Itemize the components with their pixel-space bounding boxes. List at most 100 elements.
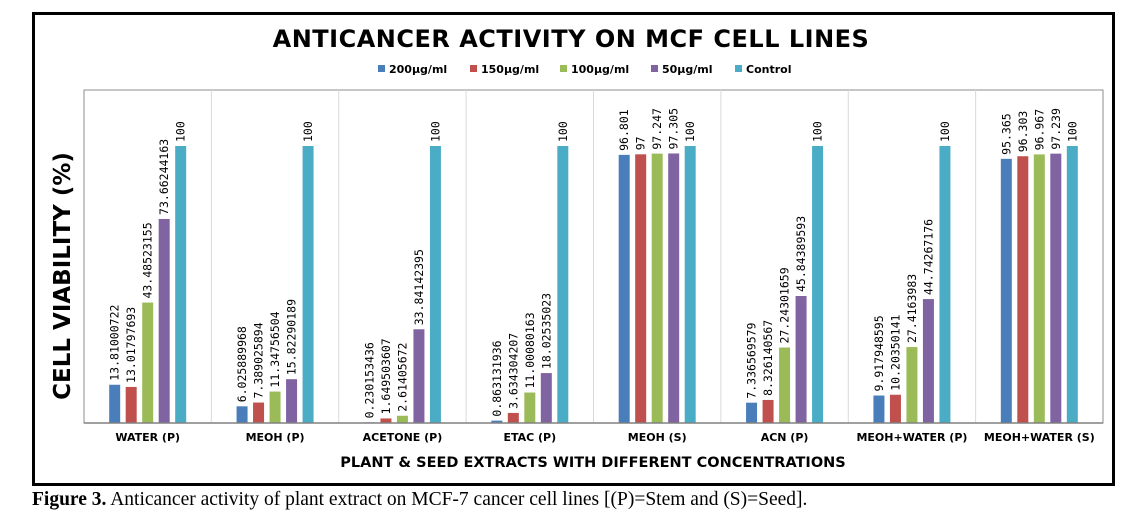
data-label: 33.84142395 <box>412 249 426 325</box>
bar <box>618 154 630 423</box>
bar <box>540 373 552 423</box>
data-label: 73.66244163 <box>157 139 171 215</box>
bar <box>396 415 408 423</box>
data-label: 100 <box>1065 121 1079 142</box>
legend-swatch <box>651 65 658 72</box>
data-label: 45.84389593 <box>794 216 808 292</box>
data-label: 100 <box>556 121 570 142</box>
bar <box>557 146 569 423</box>
y-axis-title: CELL VIABILITY (%) <box>50 152 76 400</box>
data-label: 6.025889968 <box>235 326 249 402</box>
data-label: 11.34756504 <box>268 311 282 387</box>
data-label: 27.24301659 <box>778 267 792 343</box>
legend-item: 100µg/ml <box>560 63 629 76</box>
data-label: 100 <box>174 121 188 142</box>
bar <box>109 384 121 423</box>
bar <box>795 296 807 423</box>
legend-label: Control <box>746 63 791 76</box>
bar <box>236 406 248 423</box>
data-label: 3.634304207 <box>506 333 520 409</box>
legend-swatch <box>560 65 567 72</box>
data-label: 96.801 <box>617 109 631 151</box>
bar <box>253 402 265 423</box>
bar <box>1000 158 1012 424</box>
data-label: 13.81000722 <box>108 305 122 381</box>
bar <box>684 146 696 423</box>
data-label: 1.649503607 <box>379 338 393 414</box>
legend-item: 200µg/ml <box>378 63 447 76</box>
data-label: 18.02535023 <box>539 293 553 369</box>
x-tick-label: ACN (P) <box>761 431 809 444</box>
bar <box>491 420 503 423</box>
bar <box>125 386 137 423</box>
x-tick-label: WATER (P) <box>115 431 180 444</box>
bar <box>651 153 663 424</box>
bar <box>889 394 901 423</box>
legend-swatch <box>470 65 477 72</box>
figure-caption-text: Anticancer activity of plant extract on … <box>106 489 808 510</box>
data-label: 0.863131936 <box>490 340 504 416</box>
bar <box>507 412 519 423</box>
x-tick-label: MEOH+WATER (S) <box>984 431 1095 444</box>
legend-swatch <box>735 65 742 72</box>
legend-label: 100µg/ml <box>571 63 629 76</box>
bar <box>668 153 680 423</box>
bar <box>380 418 392 423</box>
x-axis-title: PLANT & SEED EXTRACTS WITH DIFFERENT CON… <box>340 455 845 471</box>
data-label: 7.389025894 <box>252 322 266 398</box>
bar <box>873 395 885 423</box>
figure-caption: Figure 3. Anticancer activity of plant e… <box>32 489 807 511</box>
bar <box>922 299 934 423</box>
x-tick-label: MEOH+WATER (P) <box>856 431 967 444</box>
data-label: 2.61405672 <box>395 343 409 412</box>
data-labels-group: 13.81000722 13.0179769343.4852315573.6624… <box>108 108 1080 418</box>
bar <box>1033 154 1045 423</box>
legend-item: 150µg/ml <box>470 63 539 76</box>
data-label: 100 <box>301 121 315 142</box>
data-label: 100 <box>428 121 442 142</box>
bar <box>1066 146 1078 423</box>
chart-legend: 200µg/ml 150µg/ml 100µg/ml 50µg/ml Control <box>378 63 791 76</box>
bar <box>635 154 647 423</box>
legend-item: 50µg/ml <box>651 63 713 76</box>
bar <box>524 392 536 423</box>
x-tick-label: MEOH (P) <box>246 431 305 444</box>
data-label: 97.247 <box>650 108 664 150</box>
data-label: 97 <box>634 136 648 150</box>
data-label: 13.01797693 <box>124 307 138 383</box>
bar <box>269 391 281 423</box>
figure-caption-label: Figure 3. <box>32 489 107 510</box>
data-label: 100 <box>811 121 825 142</box>
data-label: 15.82290189 <box>285 299 299 375</box>
x-tick-label: ETAC (P) <box>503 431 556 444</box>
legend-item: Control <box>735 63 791 76</box>
data-label: 97.239 <box>1049 108 1063 150</box>
legend-label: 50µg/ml <box>662 63 713 76</box>
bar <box>286 379 298 423</box>
chart-title: ANTICANCER ACTIVITY ON MCF CELL LINES <box>273 25 870 53</box>
data-label: 8.326140567 <box>761 320 775 396</box>
x-tick-label: MEOH (S) <box>628 431 687 444</box>
bar <box>175 146 187 423</box>
data-label: 100 <box>683 121 697 142</box>
data-label: 97.305 <box>667 108 681 150</box>
bars-group <box>109 146 1078 424</box>
bar <box>429 146 441 423</box>
data-label: 9.917948595 <box>872 315 886 391</box>
bar <box>939 146 951 423</box>
data-label: 100 <box>938 121 952 142</box>
bar <box>142 302 154 423</box>
bar <box>906 347 918 423</box>
x-tick-labels: WATER (P) MEOH (P) ACETONE (P) ETAC (P) MEOH… <box>115 431 1094 444</box>
data-label: 11.00080163 <box>523 312 537 388</box>
bar <box>302 146 314 423</box>
data-label: 7.336569579 <box>745 322 759 398</box>
legend-label: 200µg/ml <box>389 63 447 76</box>
bar <box>779 347 791 423</box>
bar <box>812 146 824 423</box>
category-separators <box>210 90 977 423</box>
x-tick-label: ACETONE (P) <box>363 431 443 444</box>
bar <box>746 402 758 423</box>
bar <box>413 329 425 423</box>
